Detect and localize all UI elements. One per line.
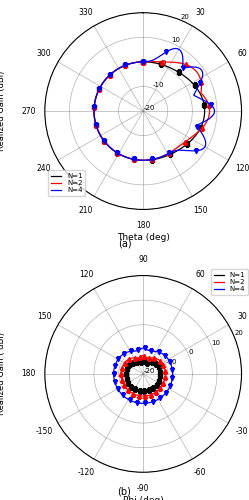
N=1 [124,371,127,377]
N=4 [142,59,145,65]
N=1 [92,108,95,114]
N=2 [159,385,162,391]
N=4 [142,59,145,65]
N=4 [166,151,169,157]
Line: N=1: N=1 [94,62,205,160]
N=1 [127,362,130,368]
Text: Realized Gain ( dBi): Realized Gain ( dBi) [0,332,6,415]
N=1 [98,86,101,91]
N=2 [120,371,123,377]
N=1 [149,359,152,365]
N=4 [177,46,180,52]
N=2 [166,151,169,157]
N=2 [137,355,140,361]
N=1 [142,59,145,65]
N=1 [155,382,158,388]
N=4 [135,348,138,354]
Text: (a): (a) [118,238,131,248]
Line: N=2: N=2 [94,62,210,160]
N=2 [205,96,208,102]
X-axis label: Phi (deg): Phi (deg) [123,496,164,500]
N=4 [116,66,119,72]
N=2 [120,371,123,377]
N=4 [112,371,115,377]
N=4 [167,386,170,392]
N=1 [124,371,127,377]
Text: (b): (b) [118,487,131,497]
N=1 [203,108,206,114]
N=4 [136,400,139,406]
N=4 [130,348,133,354]
N=1 [157,380,160,386]
N=1 [167,152,170,158]
Line: N=1: N=1 [126,360,160,391]
Legend: N=1, N=2, N=4: N=1, N=2, N=4 [211,269,248,295]
N=2 [196,70,199,76]
N=2 [142,58,145,64]
N=4 [100,134,103,140]
N=1 [136,359,139,365]
N=1 [174,148,177,154]
N=2 [161,382,164,388]
N=1 [100,134,103,140]
X-axis label: Theta (deg): Theta (deg) [117,232,170,241]
N=4 [202,97,205,103]
N=1 [201,97,204,103]
N=2 [95,123,98,129]
N=4 [98,86,101,91]
N=2 [173,147,176,153]
N=4 [125,154,128,160]
N=2 [142,58,145,64]
N=1 [142,59,145,65]
N=2 [133,355,136,361]
N=1 [116,66,119,72]
N=2 [138,392,141,398]
N=2 [152,355,155,361]
N=1 [138,388,141,394]
Text: Realized Gain (dBi): Realized Gain (dBi) [0,71,6,152]
N=4 [156,348,159,354]
N=4 [173,148,176,154]
Line: N=2: N=2 [121,356,165,396]
N=2 [98,86,101,91]
N=4 [117,356,120,362]
N=1 [139,360,142,366]
Line: N=4: N=4 [94,48,214,160]
N=2 [100,134,103,140]
N=4 [165,390,168,396]
Legend: N=1, N=2, N=4: N=1, N=2, N=4 [48,170,85,196]
N=2 [116,66,119,72]
N=2 [123,360,126,366]
N=4 [112,371,115,377]
Line: N=4: N=4 [114,348,173,404]
